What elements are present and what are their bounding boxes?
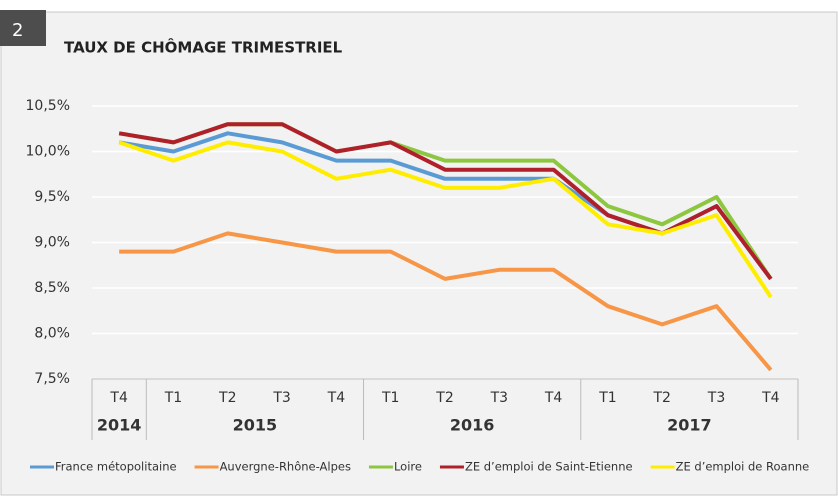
chart-title: TAUX DE CHÔMAGE TRIMESTRIEL xyxy=(64,38,343,57)
y-tick-label: 8,5% xyxy=(34,280,70,296)
legend-label: ZE d’emploi de Roanne xyxy=(676,460,810,474)
legend-label: Auvergne-Rhône-Alpes xyxy=(220,460,351,474)
y-tick-label: 10,0% xyxy=(26,144,70,160)
x-tick-label: T3 xyxy=(707,390,725,406)
y-tick-label: 10,5% xyxy=(26,98,70,114)
x-tick-label: T1 xyxy=(381,390,399,406)
x-tick-label: T4 xyxy=(327,390,346,406)
x-tick-label: T3 xyxy=(272,390,290,406)
year-label: 2016 xyxy=(450,416,495,435)
x-tick-label: T4 xyxy=(761,390,780,406)
x-tick-label: T1 xyxy=(598,390,616,406)
legend-label: ZE d’emploi de Saint-Etienne xyxy=(465,460,633,474)
badge-box xyxy=(0,10,46,46)
series-line xyxy=(118,140,773,299)
x-tick-label: T4 xyxy=(109,390,128,406)
badge: 2 xyxy=(12,20,23,41)
y-tick-label: 8,0% xyxy=(34,326,70,342)
y-tick-label: 7,5% xyxy=(34,371,70,387)
x-tick-label: T2 xyxy=(435,390,453,406)
x-tick-label: T3 xyxy=(490,390,508,406)
x-tick-label: T1 xyxy=(164,390,182,406)
x-tick-label: T4 xyxy=(544,390,563,406)
y-tick-label: 9,0% xyxy=(34,235,70,251)
y-tick-label: 9,5% xyxy=(34,189,70,205)
year-label: 2014 xyxy=(97,416,142,435)
year-label: 2015 xyxy=(233,416,278,435)
x-tick-label: T2 xyxy=(652,390,670,406)
legend-label: Loire xyxy=(394,460,422,474)
series-line xyxy=(119,231,773,372)
year-label: 2017 xyxy=(667,416,712,435)
x-tick-label: T2 xyxy=(218,390,236,406)
legend-label: France métopolitaine xyxy=(55,460,177,474)
